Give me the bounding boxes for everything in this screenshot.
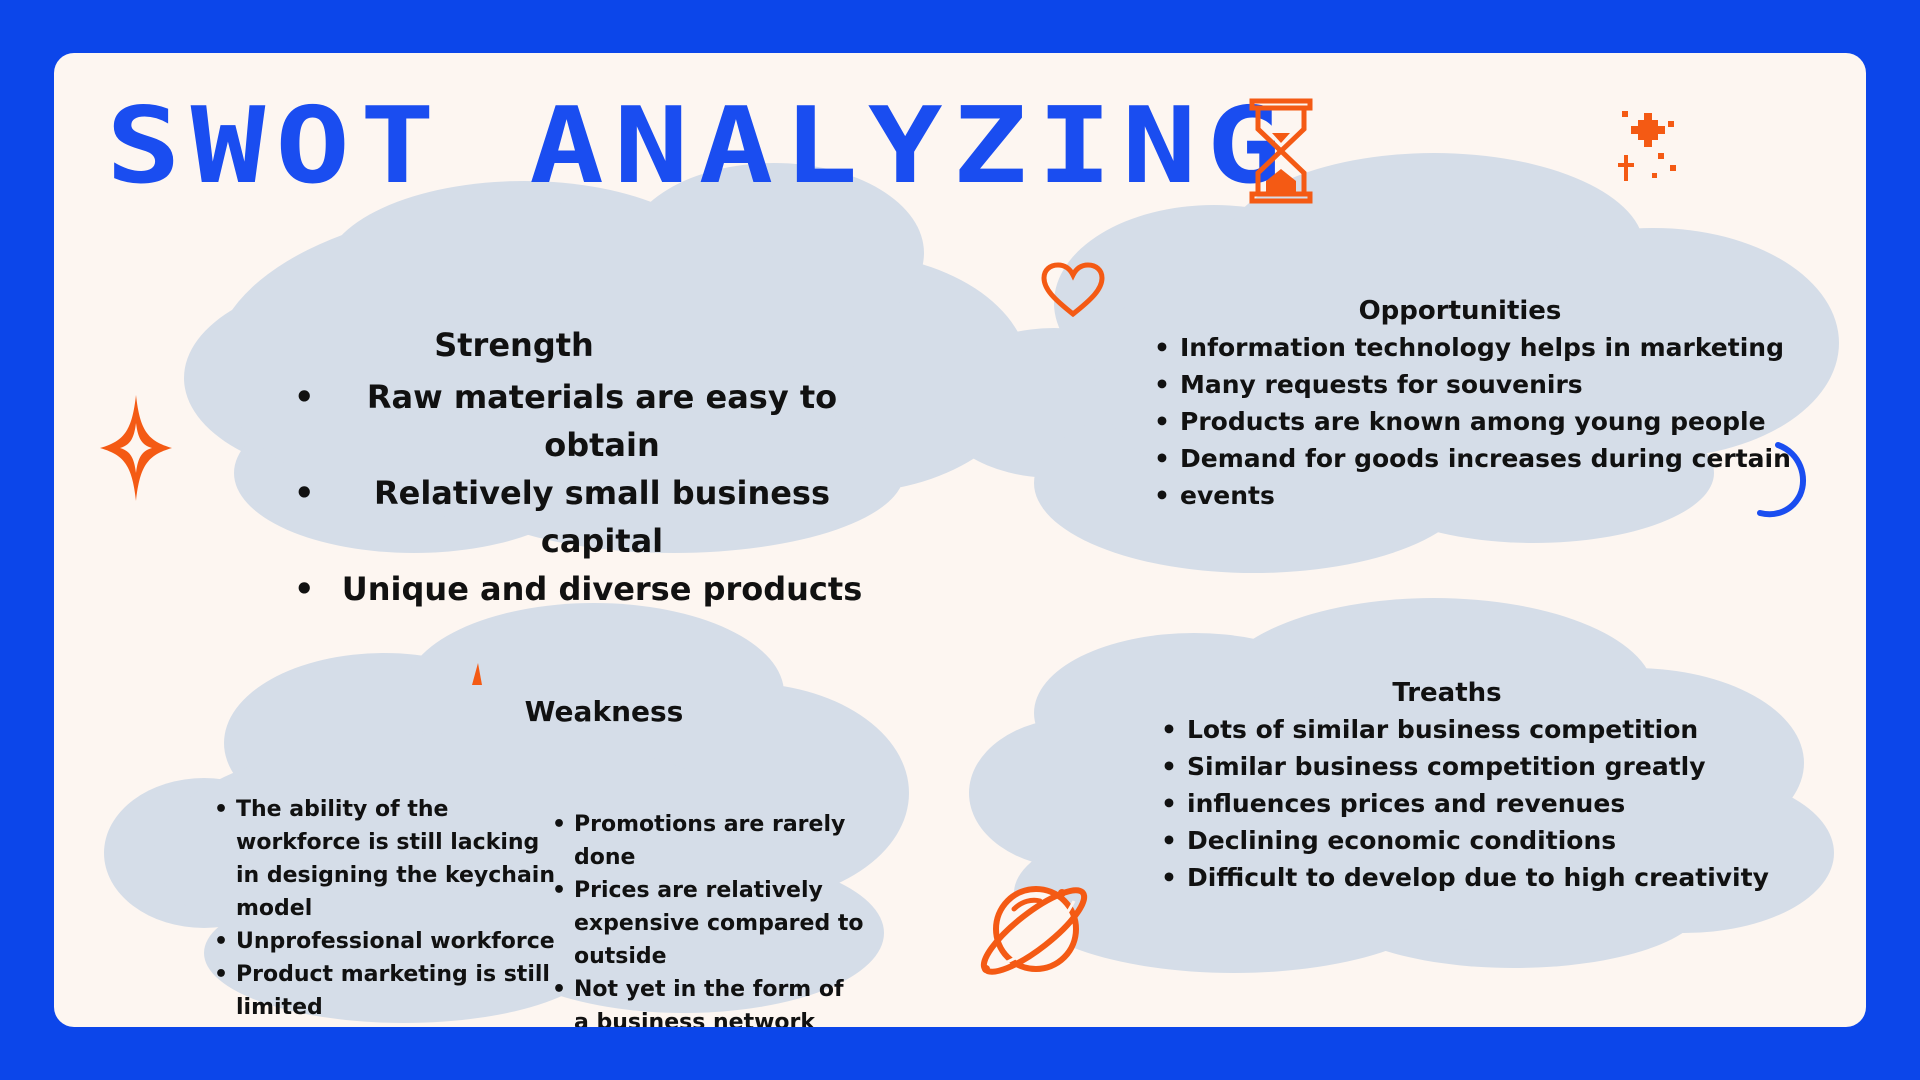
- strength-heading: Strength: [434, 326, 594, 364]
- page-title: SWOT ANALYZING: [106, 85, 1292, 208]
- list-item: Relatively small business capital: [294, 469, 934, 565]
- threats-section: Treaths Lots of similar business competi…: [1161, 675, 1787, 896]
- sparkle-icon: [1618, 111, 1676, 181]
- list-item: Declining economic conditions: [1161, 822, 1787, 859]
- threats-heading: Treaths: [1392, 678, 1502, 708]
- opportunities-list: Information technology helps in marketin…: [1154, 329, 1800, 514]
- weakness-heading: Weakness: [524, 695, 684, 728]
- list-item: Promotions are rarely done: [552, 808, 864, 874]
- list-item: Unique and diverse products: [294, 565, 934, 613]
- weakness-list-right: Promotions are rarely done Prices are re…: [552, 808, 864, 1027]
- list-item: Difficult to develop due to high creativ…: [1161, 859, 1787, 896]
- strength-section: Strength Raw materials are easy to obtai…: [294, 323, 934, 613]
- threats-list: Lots of similar business competition Sim…: [1161, 711, 1787, 896]
- list-item: Demand for goods increases during certai…: [1154, 440, 1800, 477]
- list-item: Product marketing is still limited: [214, 958, 556, 1024]
- star-shard-icon: [472, 663, 482, 685]
- opportunities-heading: Opportunities: [1358, 296, 1562, 326]
- weakness-list-left: The ability of the workforce is still la…: [214, 793, 556, 1024]
- list-item: Many requests for souvenirs: [1154, 366, 1800, 403]
- heart-icon: [1041, 262, 1105, 318]
- list-item: Prices are relatively expensive compared…: [552, 874, 864, 973]
- slide-card: SWOT ANALYZING: [54, 53, 1866, 1027]
- list-item: Information technology helps in marketin…: [1154, 329, 1800, 366]
- list-item: Not yet in the form of a business networ…: [552, 973, 864, 1027]
- four-point-star-icon: [100, 395, 172, 501]
- list-item: Lots of similar business competition: [1161, 711, 1787, 748]
- hourglass-icon: [1249, 98, 1313, 204]
- opportunities-section: Opportunities Information technology hel…: [1154, 293, 1800, 514]
- planet-icon: [980, 886, 1088, 975]
- list-item: Similar business competition greatly: [1161, 748, 1787, 785]
- list-item: influences prices and revenues: [1161, 785, 1787, 822]
- list-item: Unprofessional workforce: [214, 925, 556, 958]
- list-item: Raw materials are easy to obtain: [294, 373, 934, 469]
- list-item: Products are known among young people: [1154, 403, 1800, 440]
- strength-list: Raw materials are easy to obtain Relativ…: [294, 373, 934, 613]
- list-item: events: [1154, 477, 1800, 514]
- list-item: The ability of the workforce is still la…: [214, 793, 556, 925]
